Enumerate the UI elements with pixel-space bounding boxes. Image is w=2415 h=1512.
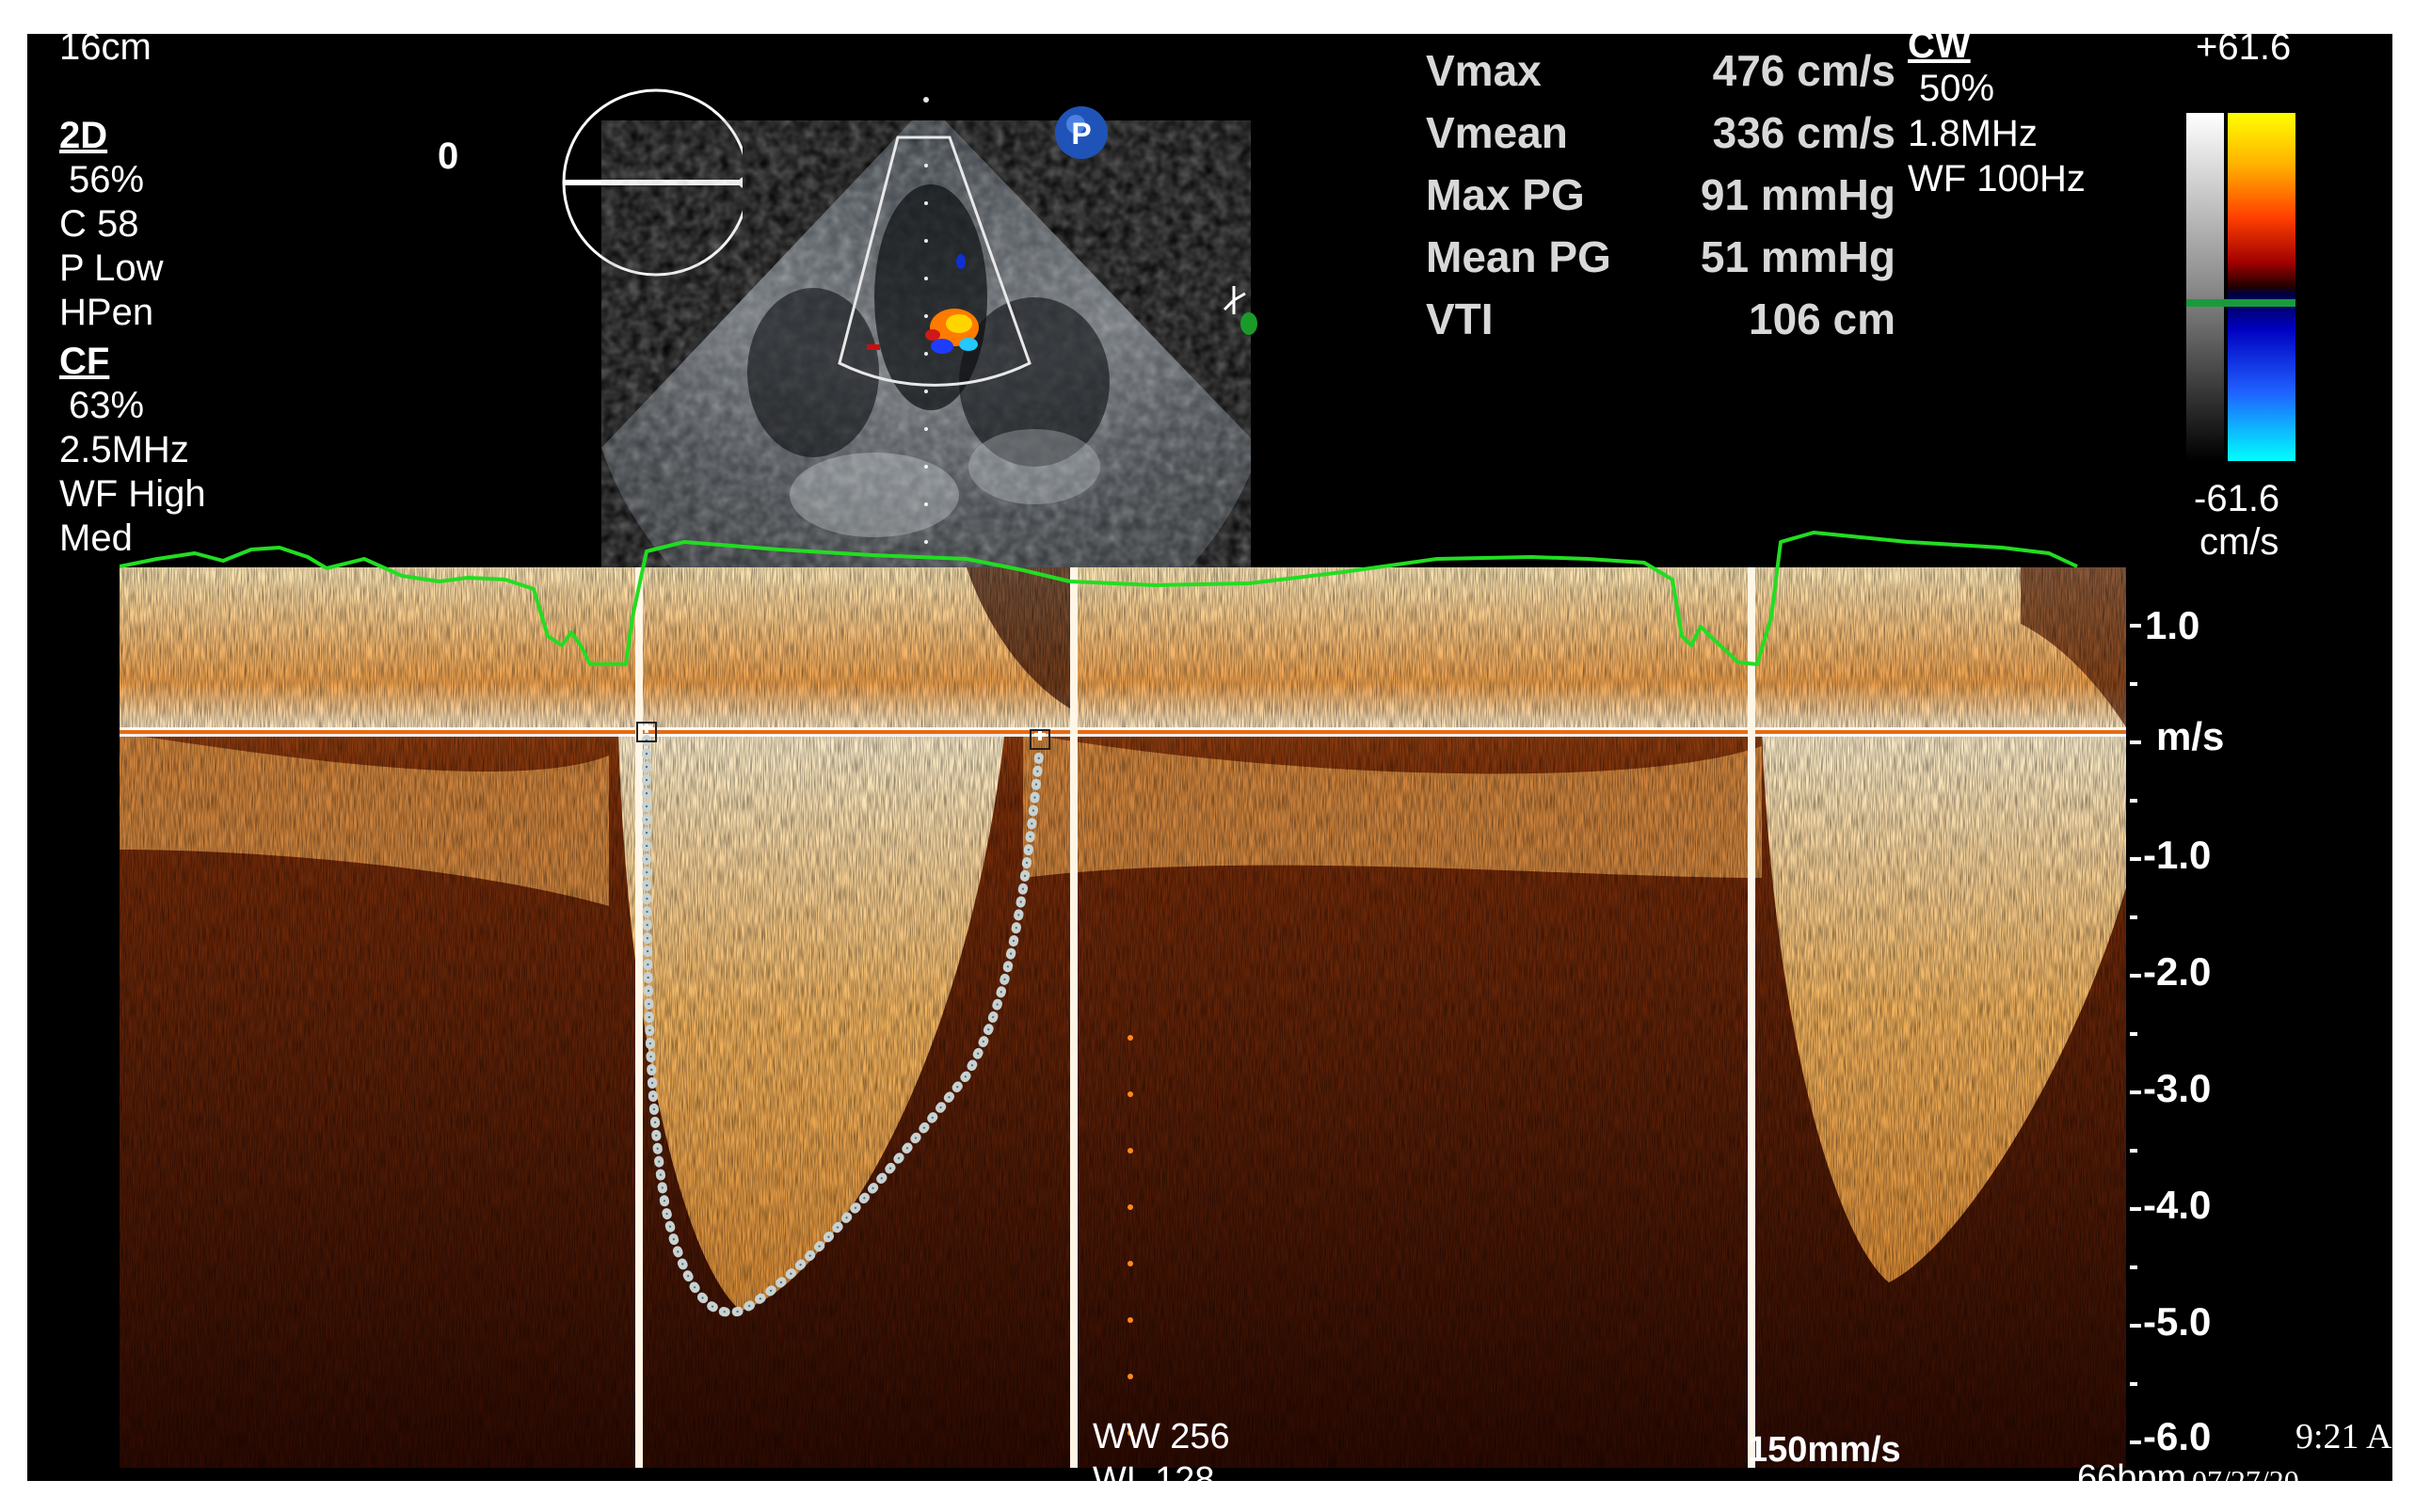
cw-label: CW bbox=[1908, 34, 1971, 66]
scale-tick-label: -1.0 bbox=[2143, 833, 2212, 877]
window-width-label: WW 256 bbox=[1093, 1417, 1230, 1456]
cf-label: CF bbox=[59, 341, 110, 382]
spectral-doppler-display bbox=[120, 567, 2126, 1468]
scale-ticks bbox=[2130, 624, 2141, 1444]
sweep-speed-label: 150mm/s bbox=[1748, 1430, 1901, 1470]
scale-tick-label: -4.0 bbox=[2143, 1183, 2212, 1227]
echo-sector-image: P bbox=[601, 97, 1251, 589]
probe-marker-icon bbox=[1223, 286, 1257, 335]
scale-tick-label: -6.0 bbox=[2143, 1414, 2212, 1458]
cw-frequency: 1.8MHz bbox=[1908, 113, 2038, 154]
window-level-label: WL 128 bbox=[1093, 1460, 1215, 1481]
date-label: 07/27/20 bbox=[2192, 1464, 2299, 1481]
angle-indicator-icon bbox=[562, 88, 743, 277]
mode-2d-label: 2D bbox=[59, 115, 108, 156]
cw-gain: 50% bbox=[1919, 68, 1995, 109]
colorbar-bottom-label: -61.6 bbox=[2194, 478, 2280, 519]
angle-value: 0 bbox=[438, 135, 459, 177]
scale-unit-label: m/s bbox=[2156, 714, 2225, 758]
colorbar-unit-label: cm/s bbox=[2199, 521, 2279, 563]
measurement-value: 476 cm/s bbox=[1712, 46, 1895, 95]
ecg-trace bbox=[120, 531, 2078, 666]
measurement-name: Vmax bbox=[1426, 46, 1542, 95]
scale-tick-label: 1.0 bbox=[2145, 603, 2200, 647]
cf-filter: WF High bbox=[59, 473, 206, 515]
scale-tick-label: -5.0 bbox=[2143, 1299, 2212, 1344]
cf-setting: Med bbox=[59, 517, 133, 559]
cf-frequency: 2.5MHz bbox=[59, 429, 189, 470]
color-scale-bar bbox=[2186, 113, 2295, 461]
measurement-value: 336 cm/s bbox=[1712, 108, 1895, 157]
probe-badge: P bbox=[1071, 117, 1091, 151]
depth-label: 16cm bbox=[59, 34, 152, 68]
measurement-value: 106 cm bbox=[1748, 294, 1895, 343]
mode-2d-compress: C 58 bbox=[59, 203, 139, 245]
measurement-name: VTI bbox=[1426, 294, 1494, 343]
scale-tick-label: -2.0 bbox=[2143, 949, 2212, 994]
measurement-value: 51 mmHg bbox=[1700, 232, 1895, 281]
colorbar-top-label: +61.6 bbox=[2196, 34, 2292, 68]
cf-gain: 63% bbox=[69, 385, 145, 426]
mode-2d-harmonic: HPen bbox=[59, 292, 154, 333]
cw-filter: WF 100Hz bbox=[1908, 158, 2086, 199]
measurement-value: 91 mmHg bbox=[1700, 170, 1895, 219]
measurement-name: Max PG bbox=[1426, 170, 1585, 219]
heart-rate-label: 66bpm bbox=[2077, 1458, 2187, 1481]
measurement-name: Vmean bbox=[1426, 108, 1568, 157]
ultrasound-screen: 16cm 2D 56% C 58 P Low HPen CF 63% 2.5MH… bbox=[27, 34, 2392, 1481]
mode-2d-power: P Low bbox=[59, 247, 164, 289]
scale-tick-label: -3.0 bbox=[2143, 1066, 2212, 1110]
measurement-name: Mean PG bbox=[1426, 232, 1611, 281]
time-label: 9:21 A bbox=[2295, 1417, 2392, 1456]
mode-2d-gain: 56% bbox=[69, 159, 145, 200]
